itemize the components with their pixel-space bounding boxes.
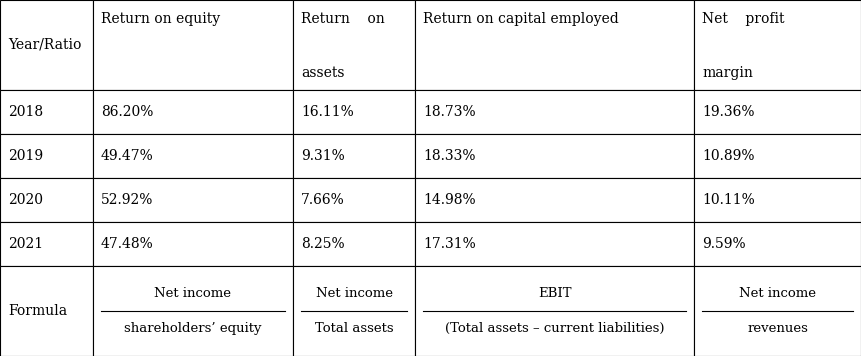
Bar [0,134,93,178]
Text: 2018: 2018 [8,105,43,119]
Bar [0,222,93,266]
Text: (Total assets – current liabilities): (Total assets – current liabilities) [445,322,664,335]
Text: Net income: Net income [739,287,816,300]
Bar [93,134,293,178]
Text: Net income: Net income [154,287,232,300]
Bar [0,90,93,134]
Bar [694,178,861,222]
Bar [415,134,694,178]
Text: 86.20%: 86.20% [101,105,153,119]
Bar [415,266,694,356]
Bar [0,266,93,356]
Text: Return on capital employed: Return on capital employed [423,12,619,26]
Bar [293,134,415,178]
Text: assets: assets [301,66,344,80]
Bar [415,222,694,266]
Text: 18.33%: 18.33% [423,149,475,163]
Text: Return    on: Return on [301,12,385,26]
Bar [694,222,861,266]
Bar [293,90,415,134]
Text: revenues: revenues [747,322,808,335]
Text: margin: margin [702,66,753,80]
Text: 17.31%: 17.31% [423,237,476,251]
Text: 19.36%: 19.36% [702,105,754,119]
Text: 16.11%: 16.11% [301,105,354,119]
Bar [694,90,861,134]
Bar [93,178,293,222]
Text: 14.98%: 14.98% [423,193,475,207]
Text: 2020: 2020 [8,193,43,207]
Bar [415,90,694,134]
Text: EBIT: EBIT [538,287,571,300]
Text: 10.89%: 10.89% [702,149,754,163]
Bar [293,0,415,90]
Text: 9.59%: 9.59% [702,237,746,251]
Bar [0,178,93,222]
Bar [694,134,861,178]
Bar [694,266,861,356]
Text: Return on equity: Return on equity [101,12,220,26]
Text: 2021: 2021 [8,237,43,251]
Bar [415,178,694,222]
Text: Total assets: Total assets [314,322,393,335]
Bar [293,222,415,266]
Text: shareholders’ equity: shareholders’ equity [124,322,262,335]
Text: 18.73%: 18.73% [423,105,475,119]
Text: Year/Ratio: Year/Ratio [8,38,82,52]
Text: 52.92%: 52.92% [101,193,153,207]
Text: 47.48%: 47.48% [101,237,154,251]
Text: 49.47%: 49.47% [101,149,154,163]
Text: Net income: Net income [315,287,393,300]
Bar [694,0,861,90]
Text: Net    profit: Net profit [702,12,784,26]
Bar [293,178,415,222]
Text: 10.11%: 10.11% [702,193,755,207]
Text: 2019: 2019 [8,149,43,163]
Bar [93,266,293,356]
Bar [415,0,694,90]
Bar [93,90,293,134]
Bar [93,0,293,90]
Bar [293,266,415,356]
Bar [93,222,293,266]
Text: Formula: Formula [8,304,67,318]
Text: 9.31%: 9.31% [301,149,344,163]
Text: 8.25%: 8.25% [301,237,344,251]
Text: 7.66%: 7.66% [301,193,344,207]
Bar [0,0,93,90]
